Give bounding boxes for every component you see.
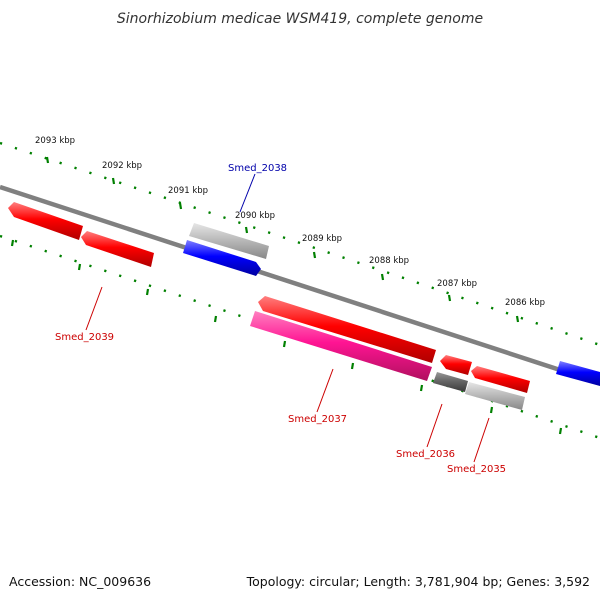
scale-tick <box>213 315 218 323</box>
tick-label: 2089 kbp <box>302 234 342 244</box>
leader-line-smed-2039 <box>85 286 103 331</box>
accession-text: Accession: NC_009636 <box>9 574 151 589</box>
scale-tick <box>45 156 50 164</box>
scale-tick <box>558 427 563 435</box>
scale-tick <box>489 406 494 414</box>
scale-tick <box>145 288 150 296</box>
leader-line-smed-2035 <box>473 417 490 463</box>
scale-tick <box>447 294 452 302</box>
scale-tick <box>515 315 520 323</box>
gene-smed-2037[interactable] <box>250 311 432 381</box>
topology-text: Topology: circular; Length: 3,781,904 bp… <box>246 574 590 589</box>
inner-scale <box>0 234 600 440</box>
scale-tick <box>380 273 385 281</box>
tick-label: 2092 kbp <box>102 161 142 171</box>
tick-label: 2091 kbp <box>168 186 208 196</box>
tick-label: 2087 kbp <box>437 279 477 289</box>
gene-smed-2039-a[interactable] <box>8 202 83 240</box>
gene-smed-2035[interactable] <box>465 382 525 410</box>
gene-blue-right-edge[interactable] <box>556 361 600 386</box>
gene-label-smed-2039: Smed_2039 <box>55 332 114 343</box>
gene-label-smed-2035: Smed_2035 <box>447 464 506 475</box>
gene-blue-forward[interactable] <box>183 240 261 276</box>
scale-tick <box>282 340 287 348</box>
scale-tick <box>244 226 249 234</box>
scale-tick <box>111 177 116 185</box>
tick-label: 2086 kbp <box>505 298 545 308</box>
gene-red-right[interactable] <box>471 366 530 393</box>
map-title: Sinorhizobium medicae WSM419, complete g… <box>117 11 483 27</box>
leader-line-smed-2038 <box>239 173 256 213</box>
scale-tick <box>10 239 15 247</box>
outer-scale: 2093 kbp 2092 kbp 2091 kbp 2090 kbp 2089… <box>0 136 600 347</box>
genome-backbone <box>0 184 600 386</box>
gene-red-small[interactable] <box>440 355 472 375</box>
gene-smed-2039-b[interactable] <box>81 231 154 267</box>
tick-label: 2090 kbp <box>235 211 275 221</box>
gene-smed-2036[interactable] <box>433 372 468 392</box>
gene-label-smed-2037: Smed_2037 <box>288 414 347 425</box>
gene-red-long[interactable] <box>258 296 436 363</box>
scale-tick <box>350 362 355 370</box>
tick-label: 2093 kbp <box>35 136 75 146</box>
gene-smed-2038[interactable] <box>189 223 269 259</box>
scale-tick <box>77 263 82 271</box>
gene-label-smed-2038: Smed_2038 <box>228 163 287 174</box>
scale-tick <box>312 251 317 259</box>
scale-tick <box>419 384 424 392</box>
tick-label: 2088 kbp <box>369 256 409 266</box>
leader-line-smed-2036 <box>426 403 443 448</box>
scale-tick <box>178 202 183 210</box>
leader-line-smed-2037 <box>316 368 334 413</box>
gene-label-smed-2036: Smed_2036 <box>396 449 455 460</box>
